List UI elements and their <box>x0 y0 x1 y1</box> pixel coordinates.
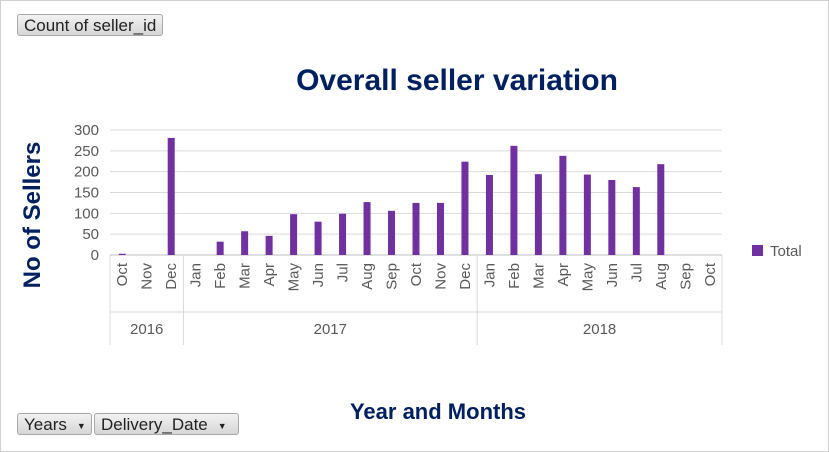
x-tick-label: Mar <box>530 263 547 289</box>
x-tick-label: Nov <box>432 263 449 290</box>
bar <box>510 145 518 255</box>
years-field-label: Years <box>24 415 67 434</box>
chart-title: Overall seller variation <box>296 64 618 97</box>
x-tick-label: Jan <box>481 263 498 287</box>
x-tick-label: May <box>579 263 596 292</box>
bar <box>167 137 175 255</box>
x-tick-label: Jun <box>604 263 621 287</box>
y-tick-labels: 0 50 100 150 200 250 300 <box>74 122 99 264</box>
year-group-label: 2016 <box>130 321 163 338</box>
dropdown-arrow-icon[interactable]: ▼ <box>76 420 86 431</box>
x-tick-label: Apr <box>261 263 278 286</box>
bar <box>241 231 249 255</box>
legend: Total <box>752 243 802 260</box>
x-tick-label: Apr <box>555 263 572 286</box>
x-tick-label: Dec <box>163 263 180 290</box>
bar <box>388 210 396 255</box>
x-tick-label: Oct <box>702 262 719 286</box>
bar <box>657 164 665 255</box>
x-tick-label: Jul <box>628 263 645 282</box>
bars <box>118 137 665 255</box>
legend-label: Total <box>770 243 802 260</box>
value-field-button[interactable]: Count of seller_id <box>17 14 164 36</box>
delivery-date-field-button[interactable]: Delivery_Date ▼ <box>94 413 239 435</box>
y-tick-label: 0 <box>91 247 99 264</box>
bar <box>118 253 126 255</box>
bar <box>608 180 616 255</box>
y-tick-label: 50 <box>82 226 99 243</box>
bar <box>363 202 371 255</box>
bar <box>436 202 444 255</box>
bar <box>583 174 591 255</box>
x-tick-label: Oct <box>114 262 131 286</box>
bar <box>559 155 567 255</box>
delivery-date-field-label: Delivery_Date <box>101 415 208 434</box>
bar <box>485 175 493 255</box>
y-tick-label: 150 <box>74 185 99 202</box>
x-tick-label: Dec <box>457 263 474 290</box>
y-tick-label: 250 <box>74 143 99 160</box>
dropdown-arrow-icon[interactable]: ▼ <box>217 420 227 431</box>
x-tick-label: Nov <box>139 263 156 290</box>
legend-swatch <box>752 245 763 256</box>
x-axis-label: Year and Months <box>350 399 526 424</box>
x-tick-label: Aug <box>359 263 376 290</box>
bar <box>216 241 224 255</box>
x-tick-label: Sep <box>384 263 401 290</box>
bar <box>461 161 469 255</box>
y-tick-label: 300 <box>74 122 99 139</box>
bar <box>632 187 640 255</box>
x-tick-label: Mar <box>237 263 254 289</box>
x-tick-label: May <box>286 263 303 292</box>
y-tick-label: 200 <box>74 164 99 181</box>
x-tick-label: Feb <box>506 263 523 289</box>
years-field-button[interactable]: Years ▼ <box>17 413 92 435</box>
x-tick-label: Jul <box>335 263 352 282</box>
bar <box>290 214 298 255</box>
y-axis-label: No of Sellers <box>19 142 46 289</box>
x-axis: Oct Nov Dec Jan Feb Mar Apr May Jun Jul Aug Sep Oct N… <box>109 255 723 345</box>
x-tick-label: Jan <box>188 263 205 287</box>
bar <box>314 221 322 255</box>
y-tick-label: 100 <box>74 205 99 222</box>
x-tick-label: Feb <box>212 263 229 289</box>
bar <box>412 202 420 255</box>
x-tick-label: Jun <box>310 263 327 287</box>
bar <box>534 174 542 255</box>
bar <box>339 213 347 255</box>
bar <box>265 235 273 255</box>
x-tick-label: Aug <box>653 263 670 290</box>
year-group-label: 2017 <box>314 321 347 338</box>
x-tick-label: Oct <box>408 262 425 286</box>
year-group-label: 2018 <box>583 321 616 338</box>
x-tick-label: Sep <box>677 263 694 290</box>
